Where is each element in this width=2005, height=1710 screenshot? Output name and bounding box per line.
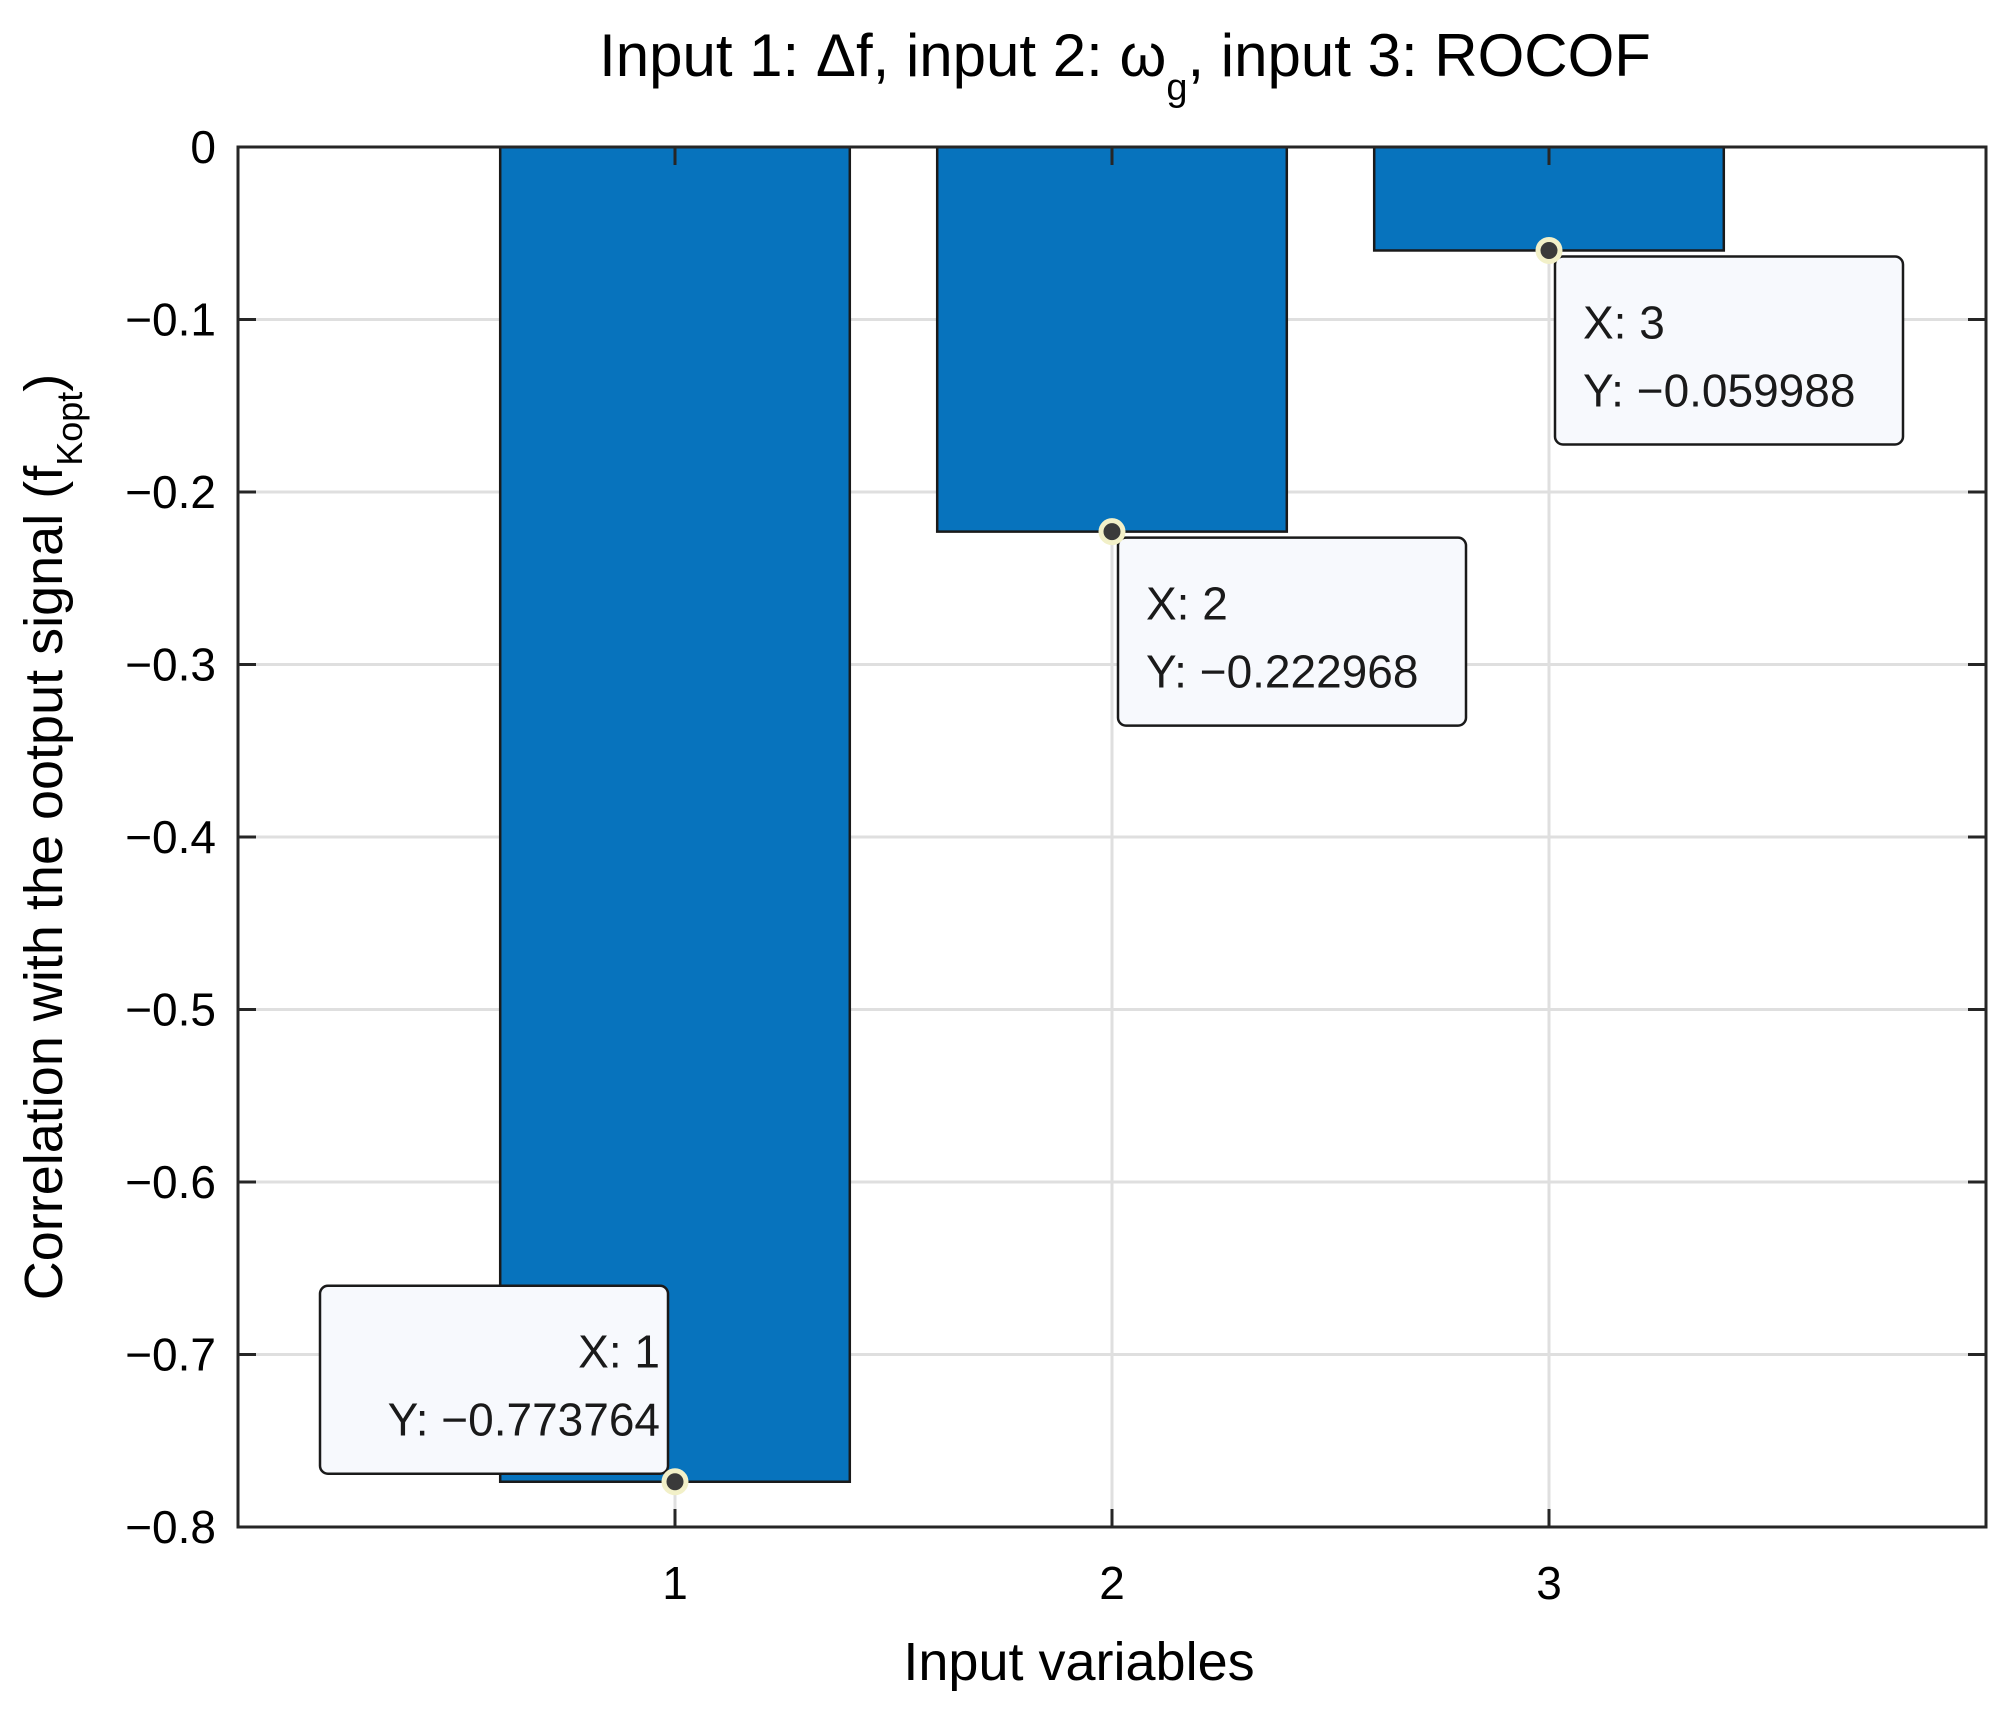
datatips: X: 1 Y: −0.773764 X: 2 Y: −0.222968 X: 3 Y: −… [318,236,1905,1496]
datatip-box [318,1284,670,1475]
datatip-y-text: Y: −0.773764 [388,1394,660,1446]
y-tick-label: −0.7 [125,1329,216,1381]
datatip-y-text: Y: −0.059988 [1583,364,1855,416]
y-tick-label: −0.4 [125,811,216,863]
y-axis-label-subscript: Kopt [49,392,90,466]
datatip-box [1553,255,1905,446]
datatip[interactable]: X: 2 Y: −0.222968 [1098,518,1468,727]
datatip-box [1116,536,1468,727]
datatip-marker[interactable] [661,1468,689,1496]
y-tick-label: −0.5 [125,984,216,1036]
bars [498,145,1726,1483]
y-tick-label: −0.3 [125,639,216,691]
y-tick-label: 0 [190,121,216,173]
datatip-y-text: Y: −0.222968 [1146,646,1418,698]
datatip[interactable]: X: 3 Y: −0.059988 [1535,236,1905,446]
bar [498,145,852,1483]
bar [935,145,1289,533]
x-axis-label: Input variables [903,1632,1254,1692]
x-tick-label: 2 [1099,1557,1125,1609]
datatip-marker[interactable] [1535,236,1563,264]
y-axis-label: Correlation with the ootput signal (fKop… [14,374,90,1301]
y-tick-label: −0.2 [125,466,216,518]
datatip-x-text: X: 1 [578,1326,660,1378]
ticks [238,145,1986,1529]
x-tick-label: 1 [662,1557,688,1609]
chart-title: Input 1: Δf, input 2: ωg, input 3: ROCOF [599,22,1651,109]
y-tick-label: −0.8 [125,1501,216,1553]
datatip[interactable]: X: 1 Y: −0.773764 [318,1284,689,1496]
datatip-x-text: X: 2 [1146,578,1228,630]
datatip-x-text: X: 3 [1583,296,1665,348]
chart-title-subscript: g [1166,67,1187,109]
y-tick-label: −0.6 [125,1156,216,1208]
x-tick-label: 3 [1536,1557,1562,1609]
y-tick-label: −0.1 [125,294,216,346]
datatip-marker[interactable] [1098,518,1126,546]
tick-labels: 0 −0.1 −0.2 −0.3 −0.4 −0.5 −0.6 −0.7 −0.8 1 2 3 [125,121,1562,1609]
